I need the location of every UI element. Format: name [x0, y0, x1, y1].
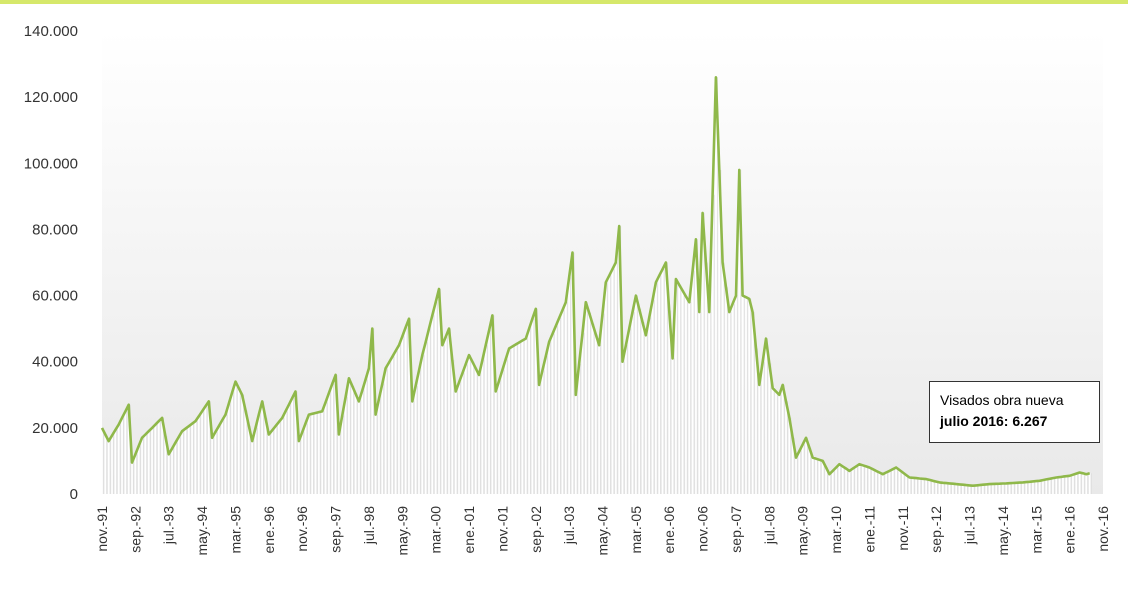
- top-accent-rule: [0, 0, 1128, 4]
- y-tick-label: 100.000: [24, 155, 78, 172]
- x-tick-label: may.-14: [995, 506, 1011, 556]
- x-tick-label: nov.-11: [895, 506, 911, 551]
- x-tick-label: ene.-96: [261, 506, 277, 554]
- x-tick-label: may.-09: [795, 506, 811, 556]
- x-tick-label: nov.-01: [494, 506, 510, 552]
- x-tick-label: ene.-16: [1062, 506, 1078, 554]
- x-tick-label: sep.-07: [728, 506, 744, 553]
- annotation-callout: Visados obra nueva julio 2016: 6.267: [929, 381, 1100, 443]
- x-tick-label: mar.-15: [1028, 506, 1044, 554]
- x-tick-label: mar.-95: [227, 506, 243, 554]
- x-tick-label: sep.-02: [528, 506, 544, 553]
- x-tick-label: mar.-00: [428, 506, 444, 554]
- x-tick-label: nov.-96: [294, 506, 310, 552]
- x-tick-label: may.-04: [595, 506, 611, 556]
- y-tick-label: 20.000: [32, 420, 78, 437]
- series-line-visados: [100, 76, 1091, 488]
- x-tick-label: may.-99: [394, 506, 410, 556]
- x-tick-label: sep.-97: [328, 506, 344, 553]
- x-tick-label: jul.-98: [361, 506, 377, 545]
- x-tick-label: nov.-91: [94, 506, 110, 552]
- x-tick-label: ene.-06: [661, 506, 677, 554]
- y-tick-label: 140.000: [24, 23, 78, 40]
- y-tick-label: 0: [70, 486, 78, 503]
- y-tick-label: 60.000: [32, 288, 78, 305]
- annotation-line1: Visados obra nueva: [940, 392, 1064, 408]
- x-axis: nov.-91 sep.-92 jul.-93 may.-94 mar.-95 ene.-…: [94, 506, 1111, 556]
- y-tick-label: 80.000: [32, 221, 78, 238]
- y-axis: 0 20.000 40.000 60.000 80.000 100.000 120.000 1…: [24, 23, 78, 503]
- x-tick-label: jul.-03: [561, 506, 577, 545]
- x-tick-label: nov.-16: [1095, 506, 1111, 552]
- x-tick-label: jul.-08: [761, 506, 777, 545]
- x-tick-label: ene.-11: [861, 506, 877, 553]
- series-layer: [100, 76, 1091, 488]
- x-tick-label: mar.-10: [828, 506, 844, 554]
- x-tick-label: jul.-93: [161, 506, 177, 545]
- x-tick-label: nov.-06: [695, 506, 711, 552]
- x-tick-label: sep.-12: [928, 506, 944, 553]
- x-tick-label: ene.-01: [461, 506, 477, 554]
- annotation-line2: julio 2016: 6.267: [940, 413, 1048, 429]
- y-tick-label: 120.000: [24, 89, 78, 106]
- y-tick-label: 40.000: [32, 354, 78, 371]
- x-tick-label: may.-94: [194, 506, 210, 556]
- area-fill-bars: [101, 77, 1092, 494]
- x-tick-label: sep.-92: [127, 506, 143, 553]
- x-tick-label: jul.-13: [962, 506, 978, 545]
- x-tick-label: mar.-05: [628, 506, 644, 554]
